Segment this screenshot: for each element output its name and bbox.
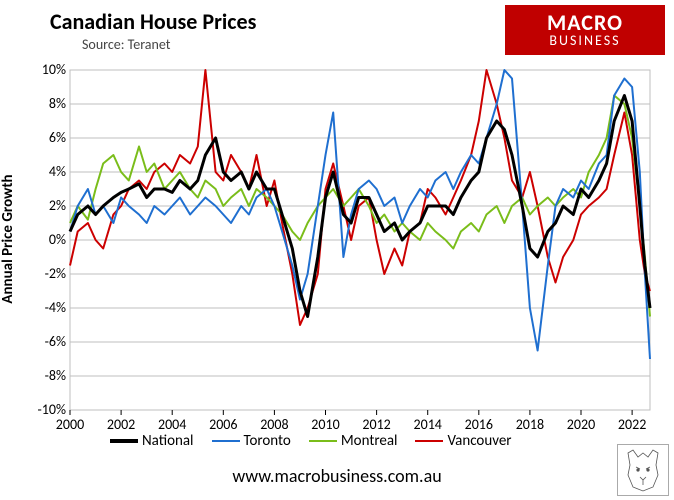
legend-swatch	[309, 440, 337, 442]
legend-swatch	[110, 439, 138, 443]
x-tick-label: 2010	[304, 416, 348, 433]
legend-label: Vancouver	[447, 432, 511, 450]
y-tick-label: -4%	[22, 299, 66, 316]
legend-label: Toronto	[244, 432, 291, 450]
x-tick-label: 2000	[48, 416, 92, 433]
x-tick-label: 2002	[99, 416, 143, 433]
y-tick-label: 0%	[22, 231, 66, 248]
legend-swatch	[415, 440, 443, 442]
wolf-logo	[617, 444, 669, 496]
y-tick-label: 2%	[22, 197, 66, 214]
legend-swatch	[212, 440, 240, 442]
legend-label: National	[142, 432, 194, 450]
x-tick-label: 2022	[610, 416, 654, 433]
x-tick-label: 2020	[559, 416, 603, 433]
legend-label: Montreal	[341, 432, 398, 450]
y-tick-label: -8%	[22, 367, 66, 384]
x-tick-label: 2006	[201, 416, 245, 433]
x-tick-label: 2016	[457, 416, 501, 433]
legend-item: Toronto	[212, 432, 291, 450]
y-tick-label: -6%	[22, 333, 66, 350]
y-tick-label: 6%	[22, 129, 66, 146]
legend-item: National	[110, 432, 194, 450]
x-tick-label: 2018	[508, 416, 552, 433]
y-axis-label: Annual Price Growth	[0, 159, 17, 319]
x-tick-label: 2004	[150, 416, 194, 433]
y-tick-label: 10%	[22, 61, 66, 78]
x-tick-label: 2014	[406, 416, 450, 433]
y-tick-label: -2%	[22, 265, 66, 282]
y-tick-label: 4%	[22, 163, 66, 180]
x-tick-label: 2008	[252, 416, 296, 433]
y-tick-label: 8%	[22, 95, 66, 112]
website-url: www.macrobusiness.com.au	[0, 465, 674, 487]
chart-legend: National Toronto Montreal Vancouver	[110, 432, 512, 450]
legend-item: Montreal	[309, 432, 398, 450]
legend-item: Vancouver	[415, 432, 511, 450]
x-tick-label: 2012	[355, 416, 399, 433]
chart-container: { "title": { "text": "Canadian House Pri…	[0, 0, 674, 500]
